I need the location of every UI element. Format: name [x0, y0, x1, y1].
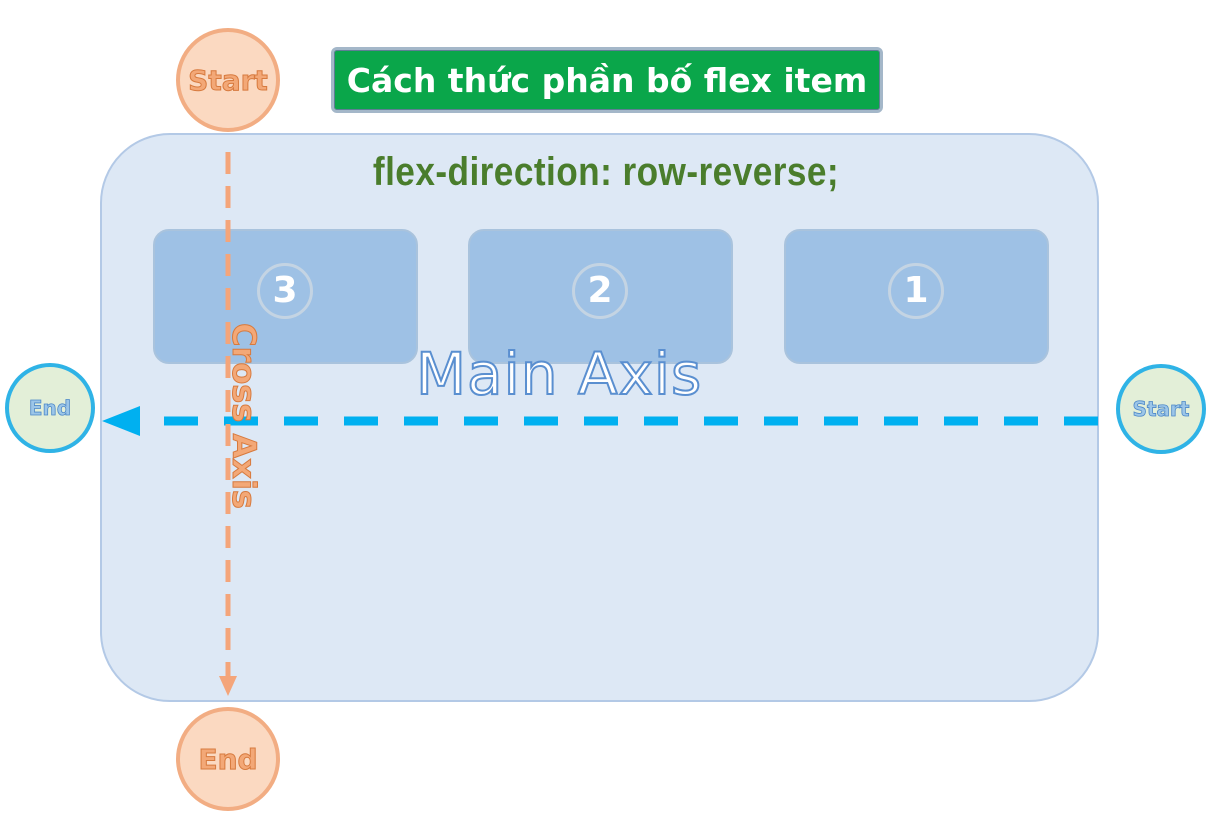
cross-axis-start-node: Start [176, 28, 280, 132]
title-banner: Cách thức phần bố flex item [331, 47, 883, 113]
main-axis-end-node: End [5, 363, 95, 453]
flex-item-3: 3 [153, 229, 418, 364]
flex-item-2: 2 [468, 229, 733, 364]
flex-direction-label: flex-direction: row-reverse; [372, 150, 840, 194]
cross-axis-label: Cross Axis [225, 323, 264, 510]
cross-axis-arrowhead [219, 676, 237, 696]
cross-axis-end-node: End [176, 707, 280, 811]
item-badge-3: 3 [257, 263, 313, 319]
main-axis-end-label: End [28, 396, 72, 421]
main-axis-start-node: Start [1116, 364, 1206, 454]
flex-item-1: 1 [784, 229, 1049, 364]
main-axis-label: Main Axis [415, 339, 703, 409]
main-axis-arrowhead [102, 406, 140, 436]
cross-axis-end-label: End [198, 742, 258, 776]
item-badge-2: 2 [572, 263, 628, 319]
title-text: Cách thức phần bố flex item [346, 60, 868, 100]
item-badge-1: 1 [888, 263, 944, 319]
cross-axis-start-label: Start [188, 63, 269, 97]
main-axis-start-label: Start [1132, 397, 1190, 422]
